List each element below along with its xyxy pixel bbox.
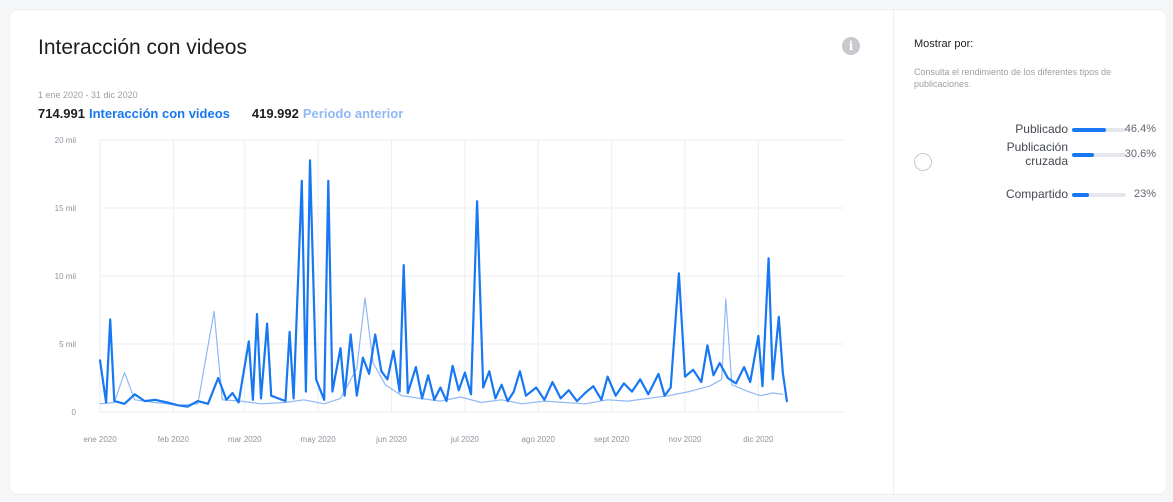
- x-tick-label: jun 2020: [375, 435, 407, 444]
- breakdown-bar-track: [1072, 193, 1126, 197]
- x-tick-label: ene 2020: [83, 435, 117, 444]
- video-interaction-card: Interacción con videos i 1 ene 2020 - 31…: [10, 10, 1166, 494]
- x-tick-label: nov 2020: [669, 435, 702, 444]
- breakdown-bar-fill: [1072, 153, 1095, 157]
- previous-label[interactable]: Periodo anterior: [302, 106, 404, 121]
- breakdown-bar-fill: [1072, 128, 1106, 132]
- breakdown-label: Compartido: [1005, 187, 1068, 201]
- x-tick-label: mar 2020: [228, 435, 262, 444]
- breakdown-label: Publicado: [1015, 122, 1068, 136]
- line-chart: 0 5 mil 10 mil 15 mil 20 mil ene 2020 feb 2020…: [55, 136, 844, 444]
- x-tick-label: feb 2020: [158, 435, 190, 444]
- series-line-current: [98, 159, 788, 408]
- breakdown-bar-track: [1072, 128, 1126, 132]
- breakdown-bar-track: [1072, 153, 1126, 157]
- breakdown-bar-fill: [1072, 193, 1089, 197]
- previous-total: 419.992: [251, 106, 299, 121]
- y-tick-label: 10 mil: [55, 272, 77, 281]
- breakdown-description: Consulta el rendimiento de los diferente…: [914, 67, 1112, 89]
- y-tick-label: 0: [72, 408, 77, 417]
- breakdown-percent: 23%: [1133, 188, 1156, 200]
- breakdown-percent: 30.6%: [1124, 148, 1156, 160]
- series-line-previous: [99, 297, 784, 406]
- breakdown-row: Publicado 46.4%: [940, 122, 1156, 142]
- x-tick-label: jul 2020: [450, 435, 480, 444]
- summary-totals: 714.991 Interacción con videos 419.992 Peri…: [38, 106, 403, 121]
- breakdown-title: Mostrar por:: [914, 38, 974, 50]
- x-tick-label: may 2020: [301, 435, 337, 444]
- date-range: 1 ene 2020 - 31 dic 2020: [38, 90, 138, 100]
- breakdown-radio[interactable]: [914, 153, 932, 171]
- x-tick-label: dic 2020: [743, 435, 774, 444]
- breakdown-row: Compartido 23%: [940, 187, 1156, 207]
- current-total: 714.991: [38, 106, 85, 121]
- y-tick-label: 15 mil: [55, 204, 77, 213]
- x-tick-label: sept 2020: [594, 435, 630, 444]
- y-tick-label: 20 mil: [55, 136, 77, 145]
- breakdown-percent: 46.4%: [1124, 123, 1156, 135]
- breakdown-row: Publicación cruzada 30.6%: [940, 140, 1156, 168]
- info-icon[interactable]: i: [842, 37, 860, 55]
- breakdown-label: Publicación cruzada: [1006, 140, 1068, 168]
- panel-divider: [893, 10, 894, 494]
- y-tick-label: 5 mil: [59, 340, 76, 349]
- current-label[interactable]: Interacción con videos: [89, 106, 230, 121]
- card-title: Interacción con videos: [38, 36, 247, 59]
- x-tick-label: ago 2020: [522, 435, 556, 444]
